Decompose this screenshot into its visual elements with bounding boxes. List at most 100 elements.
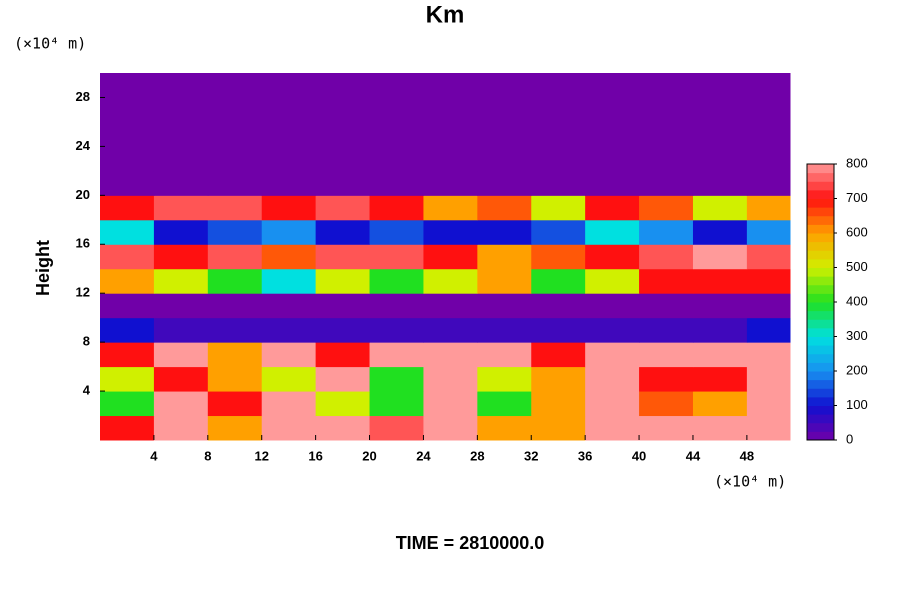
colorbar-band xyxy=(807,371,834,381)
cell xyxy=(531,219,586,245)
cell xyxy=(639,268,694,294)
cell xyxy=(207,342,263,368)
colorbar-band xyxy=(807,353,834,363)
cell xyxy=(207,317,263,343)
cell xyxy=(477,244,532,270)
cell xyxy=(315,317,371,343)
x-tick-label: 20 xyxy=(362,448,376,463)
cell xyxy=(585,415,640,441)
cell xyxy=(585,317,640,343)
colorbar-band xyxy=(807,198,834,208)
cell xyxy=(153,146,209,172)
cell xyxy=(100,366,155,392)
cell xyxy=(261,415,317,441)
cell xyxy=(692,317,748,343)
cell xyxy=(585,97,640,123)
cell xyxy=(153,366,209,392)
cell xyxy=(477,170,532,196)
cell xyxy=(153,219,209,245)
y-unit: (×10⁴ m) xyxy=(14,35,86,53)
cell xyxy=(369,73,424,98)
cell xyxy=(531,415,586,441)
colorbar-label: 400 xyxy=(846,293,868,308)
colorbar-band xyxy=(807,336,834,346)
cell xyxy=(477,97,532,123)
cell xyxy=(207,293,263,319)
colorbar-label: 700 xyxy=(846,190,868,205)
colorbar-band xyxy=(807,215,834,225)
cell xyxy=(423,268,478,294)
cell xyxy=(746,391,791,417)
cell xyxy=(369,219,424,245)
cell xyxy=(207,391,263,417)
cell xyxy=(100,391,155,417)
cell xyxy=(315,219,371,245)
cell xyxy=(746,415,791,441)
cell xyxy=(531,293,586,319)
cell xyxy=(100,219,155,245)
cell xyxy=(261,342,317,368)
cell xyxy=(423,73,478,98)
colorbar-band xyxy=(807,388,834,398)
cell xyxy=(423,195,478,221)
cell xyxy=(100,121,155,147)
colorbar-band xyxy=(807,293,834,303)
cell xyxy=(746,268,791,294)
colorbar-band xyxy=(807,319,834,329)
cell xyxy=(153,415,209,441)
cell xyxy=(207,170,263,196)
cell xyxy=(261,121,317,147)
cell xyxy=(531,391,586,417)
y-tick-label: 16 xyxy=(76,236,90,251)
colorbar-band xyxy=(807,414,834,424)
x-tick-label: 4 xyxy=(150,448,158,463)
cell xyxy=(153,195,209,221)
cell xyxy=(692,415,748,441)
cell xyxy=(746,219,791,245)
cell xyxy=(100,268,155,294)
cell xyxy=(369,121,424,147)
cell xyxy=(207,146,263,172)
x-tick-label: 36 xyxy=(578,448,592,463)
cell xyxy=(100,97,155,123)
cell xyxy=(315,73,371,98)
cell xyxy=(100,73,155,98)
colorbar-band xyxy=(807,250,834,260)
cell xyxy=(369,391,424,417)
colorbar-band xyxy=(807,379,834,389)
chart-title: Km xyxy=(426,1,465,28)
cell xyxy=(639,391,694,417)
colorbar-band xyxy=(807,362,834,372)
cell xyxy=(692,366,748,392)
colorbar-band xyxy=(807,396,834,406)
x-tick-label: 48 xyxy=(740,448,754,463)
cell xyxy=(477,195,532,221)
cell xyxy=(477,366,532,392)
cell xyxy=(477,317,532,343)
cell xyxy=(585,121,640,147)
cell xyxy=(315,244,371,270)
cell xyxy=(369,244,424,270)
cell xyxy=(369,366,424,392)
cell xyxy=(261,268,317,294)
cell xyxy=(531,121,586,147)
cell xyxy=(639,97,694,123)
cell xyxy=(692,146,748,172)
cell xyxy=(585,268,640,294)
y-tick-label: 4 xyxy=(83,383,91,398)
cell xyxy=(585,146,640,172)
cell xyxy=(207,195,263,221)
y-tick-label: 20 xyxy=(76,187,90,202)
cell xyxy=(692,342,748,368)
cell xyxy=(692,170,748,196)
cell xyxy=(369,317,424,343)
cell xyxy=(746,73,791,98)
cell xyxy=(261,317,317,343)
cell xyxy=(531,195,586,221)
colorbar-band xyxy=(807,233,834,243)
cell xyxy=(423,244,478,270)
cell xyxy=(746,146,791,172)
cell xyxy=(207,73,263,98)
cell xyxy=(153,121,209,147)
cell xyxy=(477,342,532,368)
